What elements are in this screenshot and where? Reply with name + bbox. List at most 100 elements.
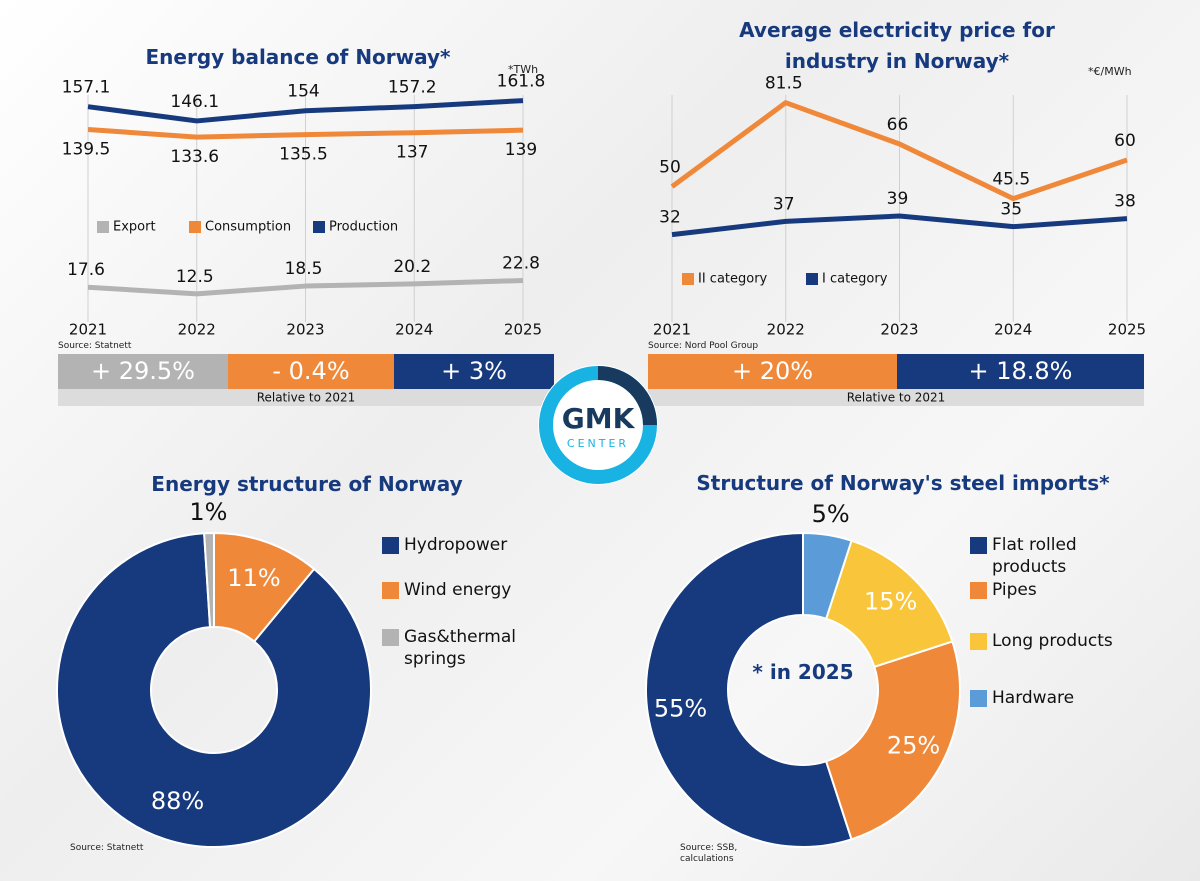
x-tick-label: 2024 [395, 321, 433, 339]
legend-swatch [682, 273, 694, 285]
slice [203, 531, 215, 629]
x-tick-label: 2025 [1108, 321, 1146, 339]
x-tick-label: 2023 [286, 321, 324, 339]
legend-swatch [970, 582, 987, 599]
unit-label: *€/MWh [1088, 65, 1132, 78]
legend-label: Pipes [992, 580, 1037, 600]
legend-swatch [97, 221, 109, 233]
change-label: - 0.4% [272, 357, 349, 385]
legend-label: Hydropower [404, 535, 508, 555]
legend-label: II category [698, 272, 768, 287]
legend-label: Long products [992, 631, 1113, 651]
slice-label: 5% [812, 500, 850, 528]
chart-title: Energy structure of Norway [151, 472, 463, 496]
legend-swatch [313, 221, 325, 233]
data-label: 81.5 [765, 74, 803, 94]
center-note: * in 2025 [752, 660, 854, 684]
data-label: 35 [1000, 200, 1022, 220]
chart-title: Structure of Norway's steel imports* [696, 471, 1110, 495]
legend-label: I category [822, 272, 888, 287]
change-label: + 3% [441, 357, 507, 385]
slice [824, 539, 954, 669]
change-bar [228, 354, 394, 389]
legend-swatch [382, 582, 399, 599]
data-label: 137 [396, 143, 428, 163]
slice-label: 55% [654, 694, 707, 722]
line [87, 126, 524, 140]
legend-label: Export [113, 220, 156, 235]
caption-bar [648, 389, 1144, 406]
data-label: 157.2 [388, 78, 437, 98]
x-tick-label: 2022 [178, 321, 216, 339]
logo-subtitle: CENTER [567, 437, 629, 450]
change-bar [394, 354, 554, 389]
slice-label: 25% [887, 731, 940, 759]
caption-bar [58, 389, 554, 406]
change-bar [58, 354, 228, 389]
data-label: 135.5 [279, 145, 328, 165]
data-label: 139 [505, 140, 537, 160]
data-label: 161.8 [497, 72, 546, 92]
caption: Relative to 2021 [257, 391, 356, 405]
legend-swatch [970, 537, 987, 554]
source: Source: Statnett [70, 843, 144, 853]
data-label: 32 [659, 208, 681, 228]
slice-label: 15% [864, 587, 917, 615]
slice [824, 640, 961, 841]
data-label: 139.5 [62, 139, 111, 159]
line [87, 98, 524, 124]
legend-swatch [382, 537, 399, 554]
line [670, 100, 1128, 202]
slice [56, 532, 372, 848]
logo-name: GMK [562, 402, 636, 435]
legend-swatch [970, 633, 987, 650]
data-label: 38 [1114, 192, 1136, 212]
data-label: 12.5 [176, 267, 214, 287]
slice-label: 11% [227, 564, 280, 592]
x-tick-label: 2023 [880, 321, 918, 339]
legend-swatch [806, 273, 818, 285]
data-label: 18.5 [285, 259, 323, 279]
data-label: 50 [659, 158, 681, 178]
chart-title: Energy balance of Norway* [145, 45, 451, 69]
data-label: 39 [887, 189, 909, 209]
data-label: 157.1 [62, 78, 111, 98]
x-tick-label: 2022 [767, 321, 805, 339]
line [671, 213, 1128, 238]
legend-swatch [189, 221, 201, 233]
change-label: + 29.5% [91, 357, 195, 385]
legend-label: Flat rolled products [992, 535, 1077, 577]
data-label: 66 [887, 115, 909, 135]
logo-bg [538, 365, 658, 485]
data-label: 154 [287, 82, 319, 102]
change-bar [648, 354, 897, 389]
data-label: 133.6 [170, 147, 219, 167]
change-bar [897, 354, 1144, 389]
legend-label: Production [329, 220, 398, 235]
source: Source: SSB, calculations [680, 843, 738, 864]
source: Source: Statnett [58, 341, 132, 351]
legend-label: Wind energy [404, 580, 512, 600]
data-label: 37 [773, 194, 795, 214]
legend-swatch [382, 629, 399, 646]
data-label: 22.8 [502, 253, 540, 273]
data-label: 17.6 [67, 260, 105, 280]
slice-label: 88% [151, 787, 204, 815]
chart-title: Average electricity price for industry i… [739, 18, 1055, 73]
legend-label: Gas&thermal springs [404, 627, 516, 669]
data-label: 146.1 [170, 92, 219, 112]
slice [802, 531, 853, 620]
slice-label: 1% [189, 498, 227, 526]
x-tick-label: 2025 [504, 321, 542, 339]
logo-arc [597, 366, 657, 426]
caption: Relative to 2021 [847, 391, 946, 405]
data-label: 45.5 [992, 170, 1030, 190]
line [87, 277, 524, 297]
source: Source: Nord Pool Group [648, 341, 759, 351]
x-tick-label: 2021 [69, 321, 107, 339]
slice [645, 531, 853, 848]
x-tick-label: 2021 [653, 321, 691, 339]
unit-label: *TWh [508, 63, 539, 76]
legend-swatch [970, 690, 987, 707]
